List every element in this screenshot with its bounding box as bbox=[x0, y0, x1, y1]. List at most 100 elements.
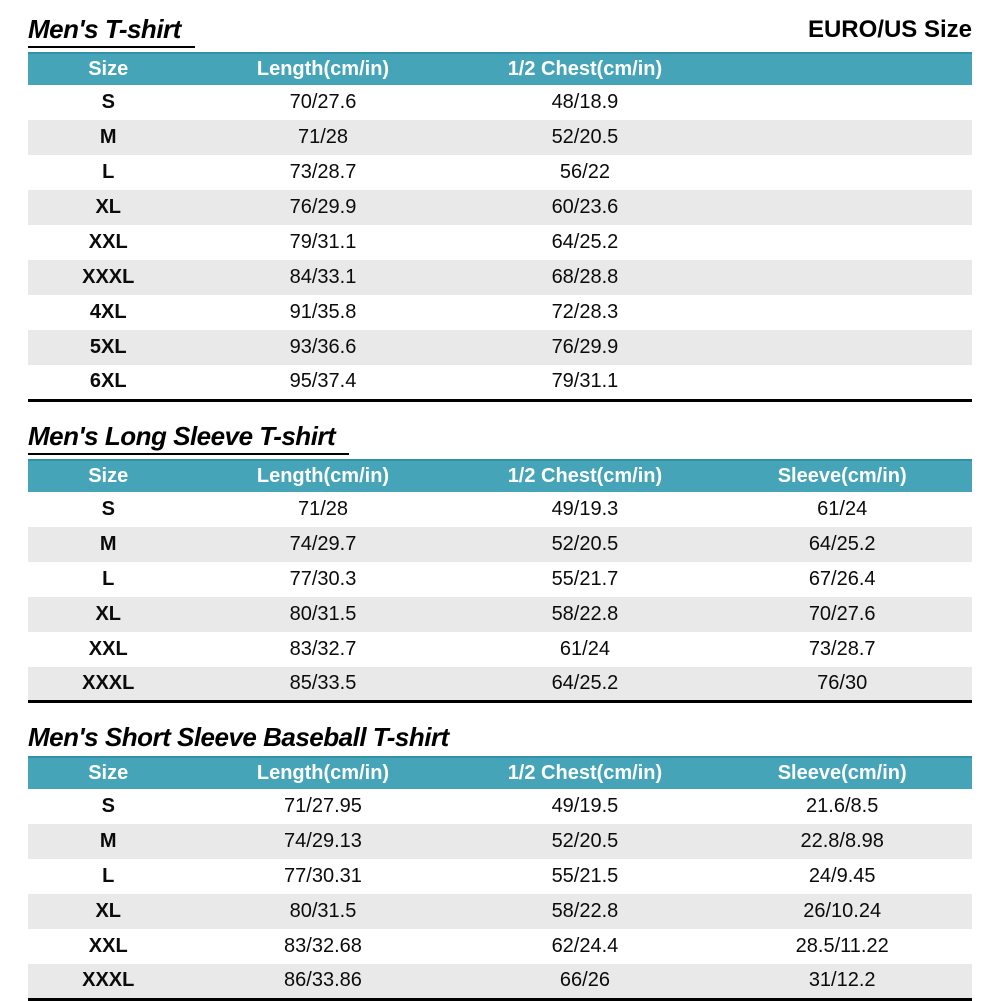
empty-cell bbox=[712, 155, 972, 190]
sleeve-cell: 67/26.4 bbox=[808, 567, 876, 590]
empty-cell bbox=[712, 85, 972, 120]
size-cell: M bbox=[99, 830, 117, 852]
table-header-row: Size Length(cm/in) 1/2 Chest(cm/in) bbox=[28, 52, 972, 85]
chest-cell: 55/21.7 bbox=[551, 567, 619, 590]
length-cell: 76/29.9 bbox=[289, 196, 357, 218]
length-cell: 79/31.1 bbox=[289, 231, 357, 253]
size-cell: 4XL bbox=[89, 301, 127, 323]
chest-cell: 58/22.8 bbox=[551, 602, 619, 625]
mens-tshirt-table: Size Length(cm/in) 1/2 Chest(cm/in) S 70/… bbox=[28, 52, 972, 402]
section-mens-long-sleeve-tshirt: Men's Long Sleeve T-shirt Size Length(cm… bbox=[28, 421, 972, 703]
length-cell: 74/29.7 bbox=[289, 532, 357, 555]
length-cell: 80/31.5 bbox=[289, 602, 357, 625]
chest-cell: 56/22 bbox=[559, 161, 610, 183]
table-row: XXXL 86/33.86 66/26 31/12.2 bbox=[28, 964, 972, 999]
size-cell: XXXL bbox=[82, 969, 135, 992]
size-cell: XL bbox=[95, 900, 122, 922]
section-title-mens-tshirt: Men's T-shirt bbox=[28, 14, 195, 48]
table-row: S 70/27.6 48/18.9 bbox=[28, 85, 972, 120]
table-row: XL 76/29.9 60/23.6 bbox=[28, 190, 972, 225]
sleeve-cell: 26/10.24 bbox=[803, 900, 882, 922]
length-cell: 93/36.6 bbox=[289, 336, 357, 358]
section-header-row: Men's T-shirt EURO/US Size bbox=[28, 14, 972, 48]
length-cell: 95/37.4 bbox=[289, 370, 357, 393]
section-header-row: Men's Long Sleeve T-shirt bbox=[28, 421, 972, 455]
length-cell: 73/28.7 bbox=[289, 161, 357, 183]
empty-cell bbox=[712, 190, 972, 225]
size-cell: M bbox=[99, 126, 117, 148]
table-header-row: Size Length(cm/in) 1/2 Chest(cm/in) Slee… bbox=[28, 458, 972, 492]
chest-cell: 52/20.5 bbox=[551, 126, 619, 148]
size-cell: S bbox=[101, 795, 115, 817]
column-header-length: Length(cm/in) bbox=[188, 756, 458, 789]
size-cell: XXXL bbox=[82, 266, 135, 288]
table-row: XXXL 84/33.1 68/28.8 bbox=[28, 260, 972, 295]
empty-cell bbox=[712, 330, 972, 365]
table-row: 4XL 91/35.8 72/28.3 bbox=[28, 295, 972, 330]
table-row: M 74/29.13 52/20.5 22.8/8.98 bbox=[28, 824, 972, 859]
sleeve-cell: 73/28.7 bbox=[808, 637, 876, 660]
table-row: XXXL 85/33.5 64/25.2 76/30 bbox=[28, 666, 972, 702]
chest-cell: 60/23.6 bbox=[551, 196, 619, 218]
size-cell: XXL bbox=[88, 637, 128, 660]
chest-cell: 79/31.1 bbox=[551, 370, 619, 393]
sleeve-cell: 31/12.2 bbox=[808, 969, 876, 992]
chest-cell: 68/28.8 bbox=[551, 266, 619, 288]
sleeve-cell: 21.6/8.5 bbox=[806, 795, 879, 817]
size-cell: 5XL bbox=[89, 336, 127, 358]
empty-cell bbox=[712, 120, 972, 155]
chest-cell: 61/24 bbox=[559, 637, 610, 660]
chest-cell: 62/24.4 bbox=[551, 935, 619, 957]
length-cell: 80/31.5 bbox=[289, 900, 357, 922]
section-mens-tshirt: Men's T-shirt EURO/US Size Size Length(c… bbox=[28, 14, 972, 402]
table-row: 5XL 93/36.6 76/29.9 bbox=[28, 330, 972, 365]
table-row: XL 80/31.5 58/22.8 26/10.24 bbox=[28, 894, 972, 929]
section-mens-short-sleeve-baseball-tshirt: Men's Short Sleeve Baseball T-shirt Size… bbox=[28, 722, 972, 1001]
size-cell: L bbox=[102, 161, 115, 183]
sleeve-cell: 70/27.6 bbox=[808, 602, 876, 625]
size-cell: S bbox=[101, 91, 115, 113]
mens-long-sleeve-tshirt-table: Size Length(cm/in) 1/2 Chest(cm/in) Slee… bbox=[28, 458, 972, 703]
size-standard-label: EURO/US Size bbox=[807, 16, 972, 43]
chest-cell: 66/26 bbox=[559, 969, 610, 992]
length-cell: 86/33.86 bbox=[284, 969, 362, 992]
table-row: S 71/27.95 49/19.5 21.6/8.5 bbox=[28, 789, 972, 824]
column-header-sleeve: Sleeve(cm/in) bbox=[712, 458, 972, 492]
table-row: L 77/30.3 55/21.7 67/26.4 bbox=[28, 562, 972, 597]
chest-cell: 49/19.3 bbox=[551, 497, 619, 520]
empty-cell bbox=[712, 260, 972, 295]
chest-cell: 55/21.5 bbox=[551, 865, 619, 887]
table-row: L 73/28.7 56/22 bbox=[28, 155, 972, 190]
size-cell: XXXL bbox=[82, 671, 135, 694]
size-cell: S bbox=[101, 497, 115, 520]
column-header-length: Length(cm/in) bbox=[188, 458, 458, 492]
column-header-empty bbox=[712, 52, 972, 85]
table-row: XXL 83/32.7 61/24 73/28.7 bbox=[28, 632, 972, 667]
column-header-size: Size bbox=[28, 458, 189, 492]
chest-cell: 52/20.5 bbox=[551, 830, 619, 852]
size-cell: XL bbox=[95, 196, 122, 218]
sleeve-cell: 22.8/8.98 bbox=[800, 830, 884, 852]
sleeve-cell: 76/30 bbox=[817, 671, 868, 694]
empty-cell bbox=[712, 365, 972, 400]
size-cell: L bbox=[102, 865, 115, 887]
size-cell: L bbox=[102, 567, 115, 590]
chest-cell: 64/25.2 bbox=[551, 671, 619, 694]
column-header-chest: 1/2 Chest(cm/in) bbox=[457, 756, 713, 789]
length-cell: 71/27.95 bbox=[284, 795, 362, 817]
size-cell: XXL bbox=[88, 231, 128, 253]
column-header-length: Length(cm/in) bbox=[188, 52, 458, 85]
length-cell: 77/30.3 bbox=[289, 567, 357, 590]
chest-cell: 52/20.5 bbox=[551, 532, 619, 555]
chest-cell: 76/29.9 bbox=[551, 336, 619, 358]
chest-cell: 48/18.9 bbox=[551, 91, 619, 113]
empty-cell bbox=[712, 295, 972, 330]
table-row: XXL 83/32.68 62/24.4 28.5/11.22 bbox=[28, 929, 972, 964]
length-cell: 83/32.68 bbox=[284, 935, 362, 957]
chest-cell: 49/19.5 bbox=[551, 795, 619, 817]
length-cell: 71/28 bbox=[297, 126, 349, 148]
length-cell: 70/27.6 bbox=[289, 91, 357, 113]
length-cell: 85/33.5 bbox=[289, 671, 357, 694]
column-header-sleeve: Sleeve(cm/in) bbox=[712, 756, 972, 789]
length-cell: 84/33.1 bbox=[289, 266, 357, 288]
